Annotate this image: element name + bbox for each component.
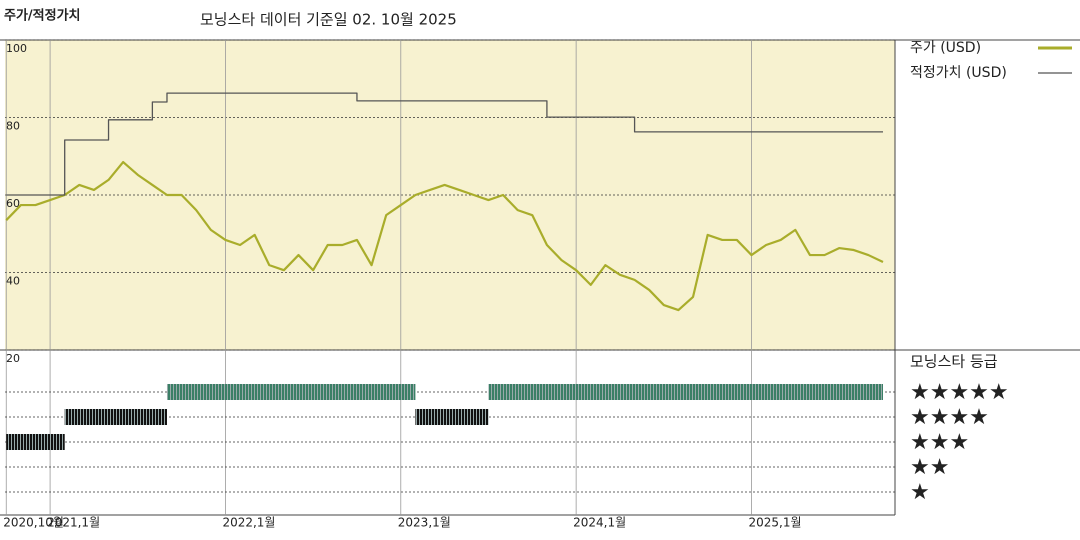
rating-label: ★★★ [910, 430, 969, 455]
rating-bar [415, 409, 489, 425]
x-tick-label: 2020,10월 [3, 516, 64, 530]
legend-label: 적정가치 (USD) [910, 65, 1007, 81]
rating-bar [166, 384, 416, 400]
rating-bar [64, 409, 167, 425]
rating-bar [488, 384, 883, 400]
series-line [5, 160, 884, 312]
rating-bar [6, 434, 65, 450]
x-tick-label: 2024,1월 [573, 516, 626, 530]
x-tick-label: 2025,1월 [748, 516, 801, 530]
legend-label: 주가 (USD) [910, 40, 981, 56]
rating-label: ★★★★ [910, 405, 989, 430]
legend-title: 모닝스타 등급 [910, 353, 998, 371]
chart-title: 주가/적정가치 [4, 8, 81, 24]
x-tick-label: 2022,1월 [222, 516, 275, 530]
y-tick-label: 40 [6, 275, 20, 288]
y-tick-label: 80 [6, 120, 20, 133]
x-tick-label: 2021,1월 [47, 516, 100, 530]
y-tick-label: 100 [6, 42, 27, 55]
y-tick-label: 20 [6, 352, 20, 365]
series-line [6, 92, 883, 196]
rating-label: ★★ [910, 455, 949, 480]
chart-subtitle: 모닝스타 데이터 기준일 02. 10월 2025 [200, 11, 457, 29]
x-tick-label: 2023,1월 [398, 516, 451, 530]
y-tick-label: 60 [6, 197, 20, 210]
rating-label: ★★★★★ [910, 380, 1009, 405]
rating-label: ★ [910, 480, 930, 505]
